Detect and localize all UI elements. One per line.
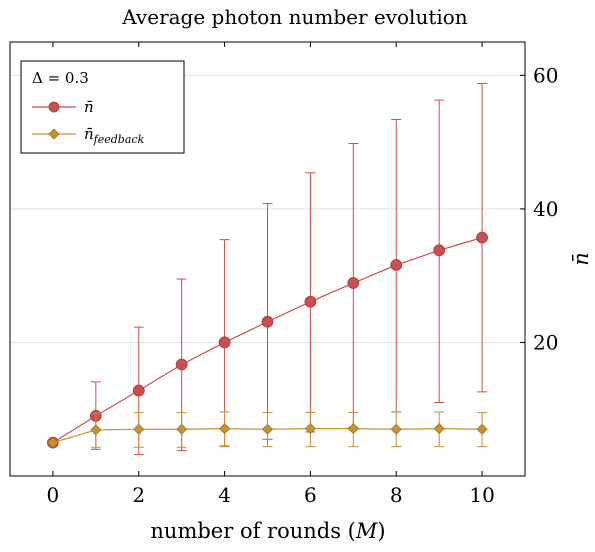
x-axis-label: number of rounds (M) [150, 519, 385, 543]
data-point-1-1 [90, 424, 102, 436]
data-point-1-5 [261, 423, 274, 435]
legend-marker-circle [48, 101, 60, 113]
legend-marker-diamond [48, 128, 60, 140]
x-tick-label-4: 4 [218, 483, 231, 507]
y-axis-label: n̄ [569, 252, 593, 266]
data-point-0-9 [433, 244, 446, 257]
data-point-1-3 [176, 423, 188, 435]
data-point-0-2 [132, 384, 145, 397]
data-point-0-10 [476, 231, 488, 244]
data-point-0-3 [175, 358, 188, 371]
x-tick-label-0: 0 [47, 483, 60, 507]
y-tick-label-20: 20 [533, 330, 558, 354]
data-point-0-7 [347, 277, 360, 289]
legend-header: Δ = 0.3 [32, 69, 89, 87]
legend-label-n: n̄ [84, 98, 94, 116]
data-point-1-7 [347, 423, 359, 435]
data-point-0-6 [304, 295, 317, 308]
data-point-1-6 [304, 423, 316, 435]
x-tick-label-6: 6 [304, 483, 317, 507]
data-point-1-9 [433, 423, 445, 435]
x-tick-label-2: 2 [132, 483, 145, 507]
series-1 [47, 411, 488, 449]
axes: 20 40 60 0 2 4 6 8 10 [47, 42, 558, 507]
x-tick-label-10: 10 [469, 483, 494, 507]
data-point-0-8 [390, 259, 403, 271]
plot-frame [9, 41, 526, 477]
data-point-1-4 [219, 423, 231, 435]
data-point-0-4 [218, 336, 231, 349]
y-tick-label-60: 60 [533, 63, 558, 87]
x-tick-label-8: 8 [390, 483, 403, 507]
chart-title: Average photon number evolution [121, 5, 468, 29]
data-point-1-2 [133, 423, 145, 435]
y-tick-label-40: 40 [533, 197, 558, 221]
legend: Δ = 0.3 n̄ n̄feedback [20, 60, 185, 154]
plot-area [47, 82, 488, 456]
data-point-0-5 [261, 315, 274, 328]
data-point-1-8 [390, 423, 402, 435]
data-point-1-0 [47, 437, 59, 449]
data-point-1-10 [476, 423, 488, 435]
